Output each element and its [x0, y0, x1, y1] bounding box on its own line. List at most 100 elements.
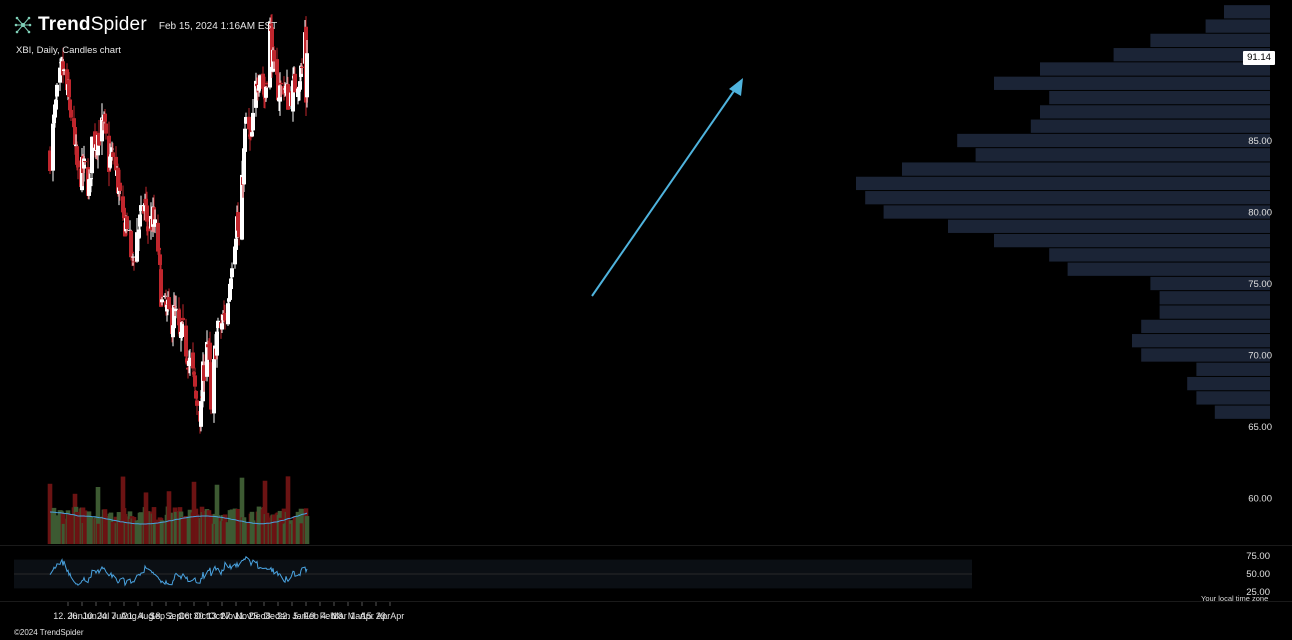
- x-tick-label: 18. Mar: [333, 611, 364, 621]
- x-tick-label: 15. Apr: [362, 611, 391, 621]
- candle-body: [74, 144, 78, 147]
- candle-body: [298, 81, 302, 90]
- candle-body: [72, 118, 76, 128]
- candle-body: [226, 303, 230, 325]
- candle-body: [110, 148, 114, 150]
- candle-body: [223, 312, 227, 321]
- candle-body: [163, 295, 167, 298]
- volume-bar: [257, 508, 263, 544]
- candle-body: [201, 361, 205, 402]
- candle-body: [172, 305, 176, 329]
- volume-bar: [243, 522, 249, 544]
- candle-body: [187, 360, 191, 366]
- candle-body: [139, 205, 143, 212]
- candle-body: [52, 114, 56, 124]
- candle-body: [137, 229, 141, 238]
- volume-bar: [236, 517, 242, 544]
- volume-bar: [299, 523, 305, 544]
- candle-body: [100, 117, 104, 142]
- volume-bar: [145, 510, 151, 544]
- volume-bar: [138, 512, 144, 544]
- x-tick-label: 24. Jul: [97, 611, 124, 621]
- volume-bar: [187, 509, 193, 544]
- volume-profile-bar: [1132, 334, 1270, 348]
- price-tick-label: 80.00: [1248, 208, 1272, 219]
- x-tick-label: 7. Aug: [111, 611, 137, 621]
- volume-bar: [215, 515, 221, 544]
- candle-body: [145, 205, 149, 222]
- candle-body: [58, 67, 62, 83]
- candle-body: [118, 182, 122, 191]
- volume-bar: [264, 512, 270, 544]
- candle-body: [272, 50, 276, 62]
- candle-body: [230, 268, 234, 278]
- rsi-tick-label: 25.00: [1246, 587, 1270, 598]
- candle-body: [68, 99, 72, 111]
- candle-body: [205, 341, 209, 377]
- candle-body: [261, 73, 265, 89]
- volume-profile-bar: [1187, 376, 1270, 391]
- candle-body: [103, 114, 107, 122]
- candle-body: [156, 222, 160, 252]
- candle-body: [286, 84, 290, 110]
- candle-body: [185, 358, 189, 363]
- candle-body: [116, 167, 120, 194]
- volume-profile-bar: [1150, 33, 1270, 48]
- candle-body: [202, 365, 206, 381]
- candle-body: [194, 390, 198, 399]
- candle-body: [215, 331, 219, 356]
- candle-body: [167, 297, 171, 310]
- candle-body: [257, 84, 261, 91]
- volume-bar: [95, 486, 101, 544]
- candle-body: [146, 226, 150, 232]
- x-tick-label: 5. Feb: [293, 611, 319, 621]
- volume-profile-bar: [1159, 305, 1270, 319]
- volume-profile-bar: [1196, 391, 1270, 405]
- volume-bar: [75, 514, 81, 544]
- candle-body: [93, 131, 97, 148]
- candle-body: [153, 219, 157, 227]
- candle-body: [191, 352, 195, 369]
- volume-bar: [131, 516, 137, 544]
- volume-bar: [194, 514, 200, 544]
- candle-body: [174, 308, 178, 312]
- candle-body: [164, 301, 168, 308]
- volume-profile-bar: [1067, 262, 1270, 276]
- x-tick-label: 4. Mar: [321, 611, 347, 621]
- candle-body: [254, 80, 258, 108]
- candle-body: [251, 112, 255, 131]
- candle-body: [229, 278, 233, 290]
- candle-body: [83, 161, 87, 163]
- price-tick-label: 85.00: [1248, 136, 1272, 147]
- candle-body: [80, 157, 84, 191]
- candle-body: [157, 247, 161, 251]
- candle-body: [265, 82, 269, 85]
- candle-body: [48, 150, 52, 172]
- candle-body: [125, 216, 129, 230]
- volume-profile-bar: [1214, 405, 1270, 419]
- volume-profile-bar: [1049, 248, 1270, 262]
- volume-bar: [173, 511, 179, 544]
- candle-body: [228, 283, 232, 300]
- volume-bar: [159, 520, 165, 544]
- x-tick-label: 26. Jun: [67, 611, 97, 621]
- candle-body: [144, 198, 148, 206]
- candle-body: [233, 246, 237, 265]
- x-tick-label: 29. Apr: [376, 611, 405, 621]
- volume-bar: [208, 514, 214, 544]
- candle-body: [107, 135, 111, 172]
- volume-bar: [166, 491, 172, 544]
- candle-body: [236, 212, 240, 231]
- candle-body: [129, 230, 133, 258]
- candle-body: [209, 362, 213, 410]
- candle-body: [62, 69, 66, 72]
- volume-bar: [89, 522, 95, 544]
- candle-body: [180, 322, 184, 337]
- volume-bar: [96, 523, 102, 544]
- volume-profile-bar: [1224, 5, 1270, 19]
- rsi-line: [49, 555, 308, 587]
- candle-body: [243, 128, 247, 152]
- candle-body: [171, 325, 175, 338]
- volume-profile-bar: [1196, 362, 1270, 376]
